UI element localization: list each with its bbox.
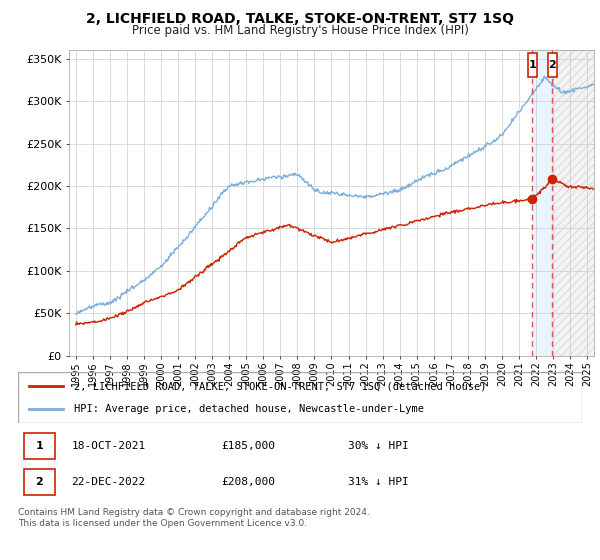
Text: 22-DEC-2022: 22-DEC-2022 bbox=[71, 478, 146, 487]
FancyBboxPatch shape bbox=[23, 469, 55, 496]
Bar bbox=[553, 50, 594, 356]
Text: 2, LICHFIELD ROAD, TALKE, STOKE-ON-TRENT, ST7 1SQ: 2, LICHFIELD ROAD, TALKE, STOKE-ON-TRENT… bbox=[86, 12, 514, 26]
Text: 31% ↓ HPI: 31% ↓ HPI bbox=[348, 478, 409, 487]
FancyBboxPatch shape bbox=[528, 53, 537, 77]
Text: 1: 1 bbox=[529, 60, 536, 70]
Text: 1: 1 bbox=[35, 441, 43, 451]
Text: 2: 2 bbox=[548, 60, 556, 70]
Text: 2: 2 bbox=[35, 478, 43, 487]
Text: Contains HM Land Registry data © Crown copyright and database right 2024.
This d: Contains HM Land Registry data © Crown c… bbox=[18, 508, 370, 528]
FancyBboxPatch shape bbox=[548, 53, 557, 77]
Text: Price paid vs. HM Land Registry's House Price Index (HPI): Price paid vs. HM Land Registry's House … bbox=[131, 24, 469, 36]
Text: 2, LICHFIELD ROAD, TALKE, STOKE-ON-TRENT, ST7 1SQ (detached house): 2, LICHFIELD ROAD, TALKE, STOKE-ON-TRENT… bbox=[74, 381, 487, 391]
Bar bbox=[532, 50, 553, 356]
Text: £185,000: £185,000 bbox=[221, 441, 275, 451]
Text: 30% ↓ HPI: 30% ↓ HPI bbox=[348, 441, 409, 451]
FancyBboxPatch shape bbox=[23, 433, 55, 459]
Text: £208,000: £208,000 bbox=[221, 478, 275, 487]
Text: 18-OCT-2021: 18-OCT-2021 bbox=[71, 441, 146, 451]
Text: HPI: Average price, detached house, Newcastle-under-Lyme: HPI: Average price, detached house, Newc… bbox=[74, 404, 424, 414]
